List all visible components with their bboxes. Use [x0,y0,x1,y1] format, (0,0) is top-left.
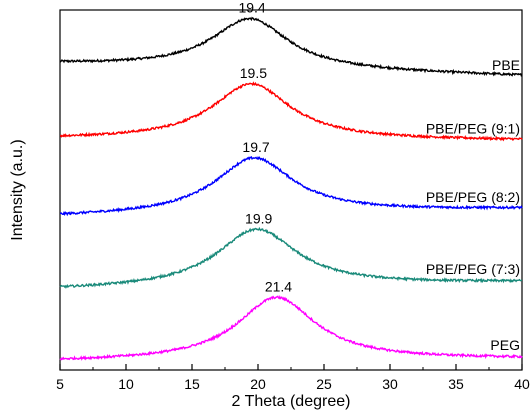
series-line [59,155,523,217]
peak-label: 19.9 [245,210,272,226]
series-label: PBE/PEG (7:3) [426,261,520,277]
peak-label: 19.4 [238,0,265,16]
series-3: 19.9 PBE/PEG (7:3) [59,210,523,289]
x-tick-label: 40 [514,376,530,392]
series-label: PBE/PEG (8:2) [426,189,520,205]
peak-label: 21.4 [265,278,292,294]
series-line [59,16,523,77]
axis-group: 5 10 15 20 25 30 35 40 [56,364,530,392]
x-axis-title: 2 Theta (degree) [232,393,351,410]
series-4: 21.4 PEG [59,278,523,361]
x-tick-label: 25 [316,376,332,392]
series-group: 19.4 PBE 19.5 PBE/PEG (9:1) 19.7 PBE/PEG (8:2… [59,0,523,361]
series-line [59,226,523,289]
series-line [59,81,523,142]
series-label: PEG [490,337,520,353]
series-label: PBE/PEG (9:1) [426,120,520,136]
y-axis-title: Intensity (a.u.) [9,139,26,240]
series-0: 19.4 PBE [59,0,523,77]
x-tick-label: 10 [118,376,134,392]
peak-label: 19.5 [240,65,267,81]
series-label: PBE [492,57,520,73]
x-tick-label: 15 [184,376,200,392]
x-tick-label: 20 [250,376,266,392]
x-tick-label: 5 [56,376,64,392]
x-tick-label: 35 [448,376,464,392]
series-1: 19.5 PBE/PEG (9:1) [59,65,523,142]
series-2: 19.7 PBE/PEG (8:2) [59,139,523,217]
peak-label: 19.7 [242,139,269,155]
x-tick-label: 30 [382,376,398,392]
series-line [59,295,523,361]
